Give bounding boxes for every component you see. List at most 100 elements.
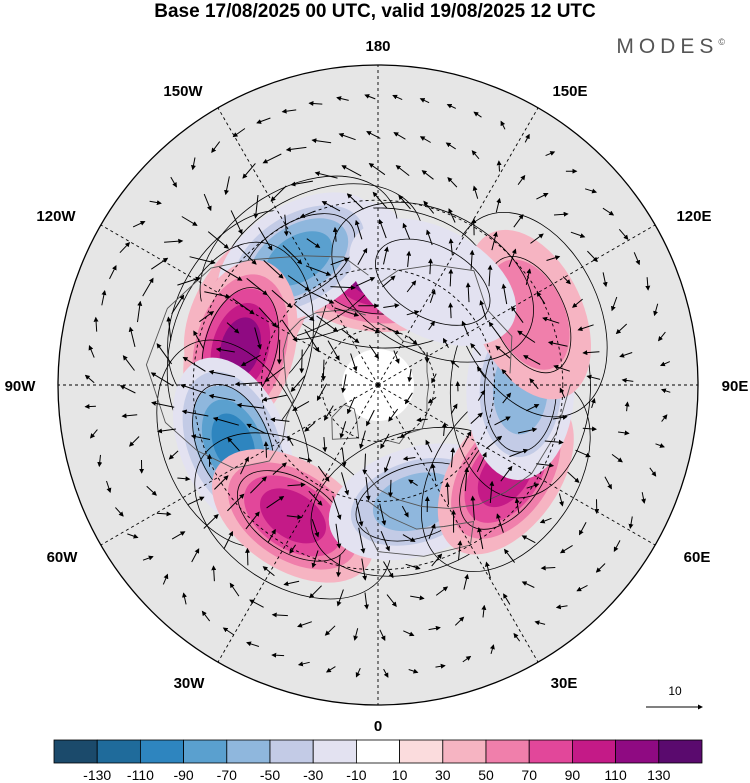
wind-arrow [462, 655, 472, 663]
wind-arrow [470, 495, 476, 521]
wind-arrow [602, 272, 608, 288]
wind-arrow [386, 594, 397, 607]
wind-arrow [379, 503, 387, 526]
wind-arrow [281, 108, 297, 114]
wind-arrow [354, 219, 363, 240]
wind-arrow [485, 435, 503, 450]
wind-arrow [611, 453, 623, 463]
wind-arrow [403, 630, 415, 637]
wind-arrow [122, 355, 135, 371]
wind-arrow [445, 142, 456, 150]
wind-arrow [151, 400, 175, 408]
wind-arrow [304, 422, 316, 432]
wind-arrow [253, 195, 259, 219]
wind-arrow [309, 585, 322, 599]
wind-arrow [187, 496, 205, 506]
wind-arrow [536, 462, 555, 468]
wind-arrow [204, 291, 231, 299]
wind-arrow [383, 561, 394, 579]
wind-arrow [299, 349, 305, 374]
wind-arrow [526, 483, 540, 489]
wind-arrow [428, 320, 435, 331]
wind-arrow [619, 352, 633, 358]
wind-arrow [292, 400, 310, 411]
wind-arrow [229, 582, 240, 597]
wind-arrow [246, 278, 268, 296]
wind-arrow [445, 481, 451, 505]
wind-arrow [308, 100, 323, 106]
wind-arrow [128, 326, 136, 348]
wind-arrow [521, 581, 535, 588]
wind-arrow [366, 131, 381, 139]
wind-arrow [392, 94, 403, 101]
wind-arrow [283, 214, 289, 237]
wind-arrow [245, 547, 251, 566]
wind-arrow [501, 283, 508, 305]
wind-arrow [166, 316, 172, 341]
wind-arrow [450, 360, 460, 368]
wind-arrow [353, 628, 359, 641]
wind-arrow [500, 465, 513, 482]
wind-arrow [431, 553, 443, 567]
wind-arrow [501, 368, 512, 381]
wind-arrow [156, 511, 172, 517]
wind-arrow [590, 397, 596, 409]
wind-arrow [336, 589, 344, 607]
wind-arrow [513, 632, 521, 642]
wind-arrow [171, 531, 186, 540]
wind-arrow [383, 303, 400, 309]
wind-arrow [618, 228, 629, 240]
wind-arrow [157, 428, 176, 434]
brand-name: MODES [616, 35, 719, 58]
wind-arrow [361, 558, 368, 581]
wind-arrow [262, 566, 275, 577]
wind-arrow [602, 207, 615, 216]
wind-arrow [156, 343, 173, 365]
chart-title: Base 17/08/2025 00 UTC, valid 19/08/2025… [154, 1, 596, 22]
wind-arrow [299, 210, 316, 218]
wind-arrow [226, 322, 240, 334]
wind-arrow [487, 264, 493, 287]
wind-arrow [383, 668, 389, 678]
wind-arrow [182, 356, 206, 372]
coastline [365, 500, 475, 557]
wind-arrow [305, 265, 332, 276]
wind-arrow [430, 463, 437, 481]
wind-arrow [368, 344, 379, 360]
wind-arrow [463, 573, 469, 590]
wind-arrow [181, 409, 209, 417]
wind-arrow [503, 548, 515, 563]
wind-arrow [401, 505, 409, 518]
wind-arrow [368, 163, 386, 176]
wind-arrow [293, 303, 315, 322]
wind-arrow [503, 593, 511, 605]
wind-arrow [323, 405, 334, 421]
wind-arrow [230, 210, 243, 235]
meridian-line [377, 107, 539, 386]
wind-arrow [477, 527, 484, 550]
wind-arrow [314, 171, 338, 179]
wind-arrow [406, 310, 420, 316]
wind-arrow [443, 337, 449, 349]
wind-arrow [341, 374, 347, 394]
wind-arrow [263, 441, 269, 458]
wind-arrow [450, 403, 458, 415]
wind-arrow [559, 544, 573, 554]
wind-arrow [448, 208, 456, 223]
lon-label-180: 180 [365, 38, 390, 55]
wind-arrow [448, 238, 454, 256]
wind-arrow [542, 316, 560, 324]
wind-arrow [142, 555, 154, 561]
wind-arrow [258, 227, 273, 251]
wind-arrow [304, 329, 320, 353]
wind-arrow [536, 291, 546, 305]
wind-arrow [641, 492, 646, 504]
wind-arrow [552, 414, 568, 420]
wind-arrow [372, 191, 388, 209]
wind-arrow [655, 443, 665, 448]
wind-arrow [151, 257, 169, 270]
wind-arrow [441, 422, 447, 436]
lon-label-120e: 120E [676, 208, 711, 225]
wind-arrow [119, 385, 136, 394]
wind-arrow [245, 511, 260, 530]
